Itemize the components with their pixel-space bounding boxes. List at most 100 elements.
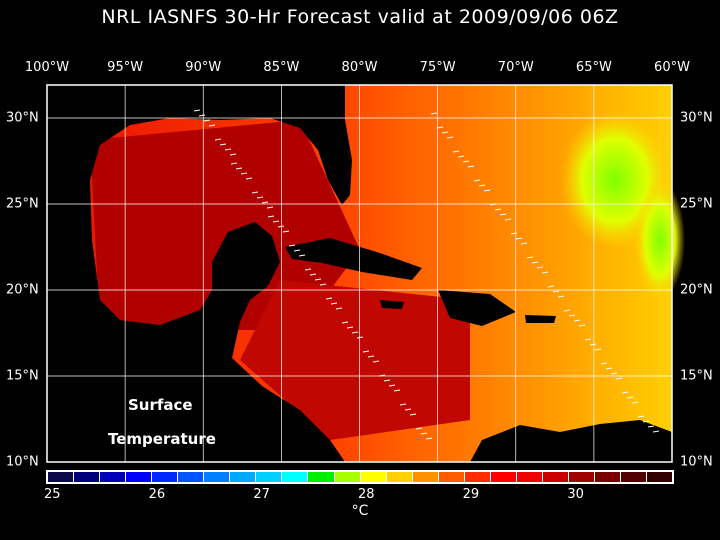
wind-vector [600, 362, 608, 365]
wind-vector [552, 290, 560, 293]
wind-vector [325, 297, 333, 300]
wind-vector [615, 377, 623, 380]
wind-vector [621, 391, 629, 394]
wind-vector [520, 242, 528, 245]
wind-vector [652, 430, 660, 433]
wind-vector [483, 189, 491, 192]
wind-vector [309, 273, 317, 276]
lon-label: 70°W [497, 60, 534, 75]
wind-vector [282, 230, 290, 233]
wind-vector [356, 336, 364, 339]
wind-vector [367, 355, 375, 358]
wind-vector [383, 379, 391, 382]
wind-vector [441, 131, 449, 134]
wind-vector [399, 403, 407, 406]
wind-vector [272, 220, 280, 223]
wind-vector [452, 150, 460, 153]
wind-vector [335, 307, 343, 310]
wind-vector [578, 324, 586, 327]
lat-label: 10°N [6, 454, 39, 470]
wind-vector [245, 177, 253, 180]
wind-vector [504, 218, 512, 221]
ocean-caribbean-west [240, 280, 470, 440]
wind-vector [467, 165, 475, 168]
land-south-america [470, 420, 672, 462]
wind-vector [415, 427, 423, 430]
wind-vector [436, 126, 444, 129]
wind-vector [304, 268, 312, 271]
colorbar-swatch [48, 472, 74, 482]
colorbar [46, 470, 674, 484]
colorbar-swatch [412, 472, 438, 482]
wind-vector [293, 249, 301, 252]
wind-vector [594, 348, 602, 351]
colorbar-swatch [152, 472, 178, 482]
wind-vector [584, 338, 592, 341]
wind-vector [420, 432, 428, 435]
colorbar-swatch [516, 472, 542, 482]
lat-label: 25°N [680, 196, 713, 212]
colorbar-swatch [360, 472, 386, 482]
colorbar-tick-label: 28 [357, 487, 375, 502]
lat-label: 25°N [6, 196, 39, 212]
wind-vector [198, 114, 206, 117]
colorbar-swatch [204, 472, 230, 482]
land-jamaica [380, 300, 404, 309]
colorbar-tick-label: 27 [253, 487, 270, 502]
lat-label: 15°N [6, 368, 39, 384]
lon-label: 60°W [654, 60, 690, 75]
colorbar-swatch [647, 472, 673, 482]
wind-vector [330, 302, 338, 305]
colorbar-swatch [178, 472, 204, 482]
lon-label: 100°W [24, 60, 70, 75]
wind-vector [637, 415, 645, 418]
wind-vector [346, 326, 354, 329]
wind-vector [393, 389, 401, 392]
colorbar-swatch [438, 472, 464, 482]
wind-vector [631, 401, 639, 404]
wind-vector [319, 283, 327, 286]
colorbar-swatch [334, 472, 360, 482]
wind-vector [240, 172, 248, 175]
wind-vector [642, 420, 650, 423]
wind-vector [214, 138, 222, 141]
wind-vector [341, 321, 349, 324]
lat-label: 30°N [6, 110, 39, 126]
wind-vector [430, 112, 438, 115]
wind-vector [541, 271, 549, 274]
wind-vector [425, 437, 433, 440]
colorbar-swatch [74, 472, 100, 482]
lat-label: 20°N [680, 282, 713, 298]
colorbar-swatch [568, 472, 594, 482]
ocean-gulf [90, 120, 360, 330]
wind-vector [589, 343, 597, 346]
wind-vector [494, 208, 502, 211]
colorbar-swatch [621, 472, 647, 482]
wind-vector [362, 350, 370, 353]
wind-vector [224, 148, 232, 151]
wind-vector [277, 225, 285, 228]
wind-vector [404, 408, 412, 411]
colorbar-tick-label: 29 [462, 487, 480, 502]
wind-vector [256, 196, 264, 199]
land-hispaniola [438, 290, 516, 326]
colorbar-swatch [542, 472, 568, 482]
wind-vector [314, 278, 322, 281]
chart-title: NRL IASNFS 30-Hr Forecast valid at 2009/… [101, 6, 619, 28]
wind-vector [647, 425, 655, 428]
wind-vector [409, 413, 417, 416]
lat-label: 20°N [6, 282, 39, 298]
wind-vector [251, 191, 259, 194]
lon-label: 80°W [341, 60, 378, 75]
wind-vector [568, 314, 576, 317]
map-label-line1: Surface [128, 396, 193, 414]
colorbar-swatch [100, 472, 126, 482]
wind-vector [351, 331, 359, 334]
colorbar-swatch [256, 472, 282, 482]
land-north-central-america [47, 85, 352, 462]
wind-vector [261, 201, 269, 204]
wind-vector [605, 367, 613, 370]
wind-vector [563, 309, 571, 312]
wind-vector [531, 261, 539, 264]
